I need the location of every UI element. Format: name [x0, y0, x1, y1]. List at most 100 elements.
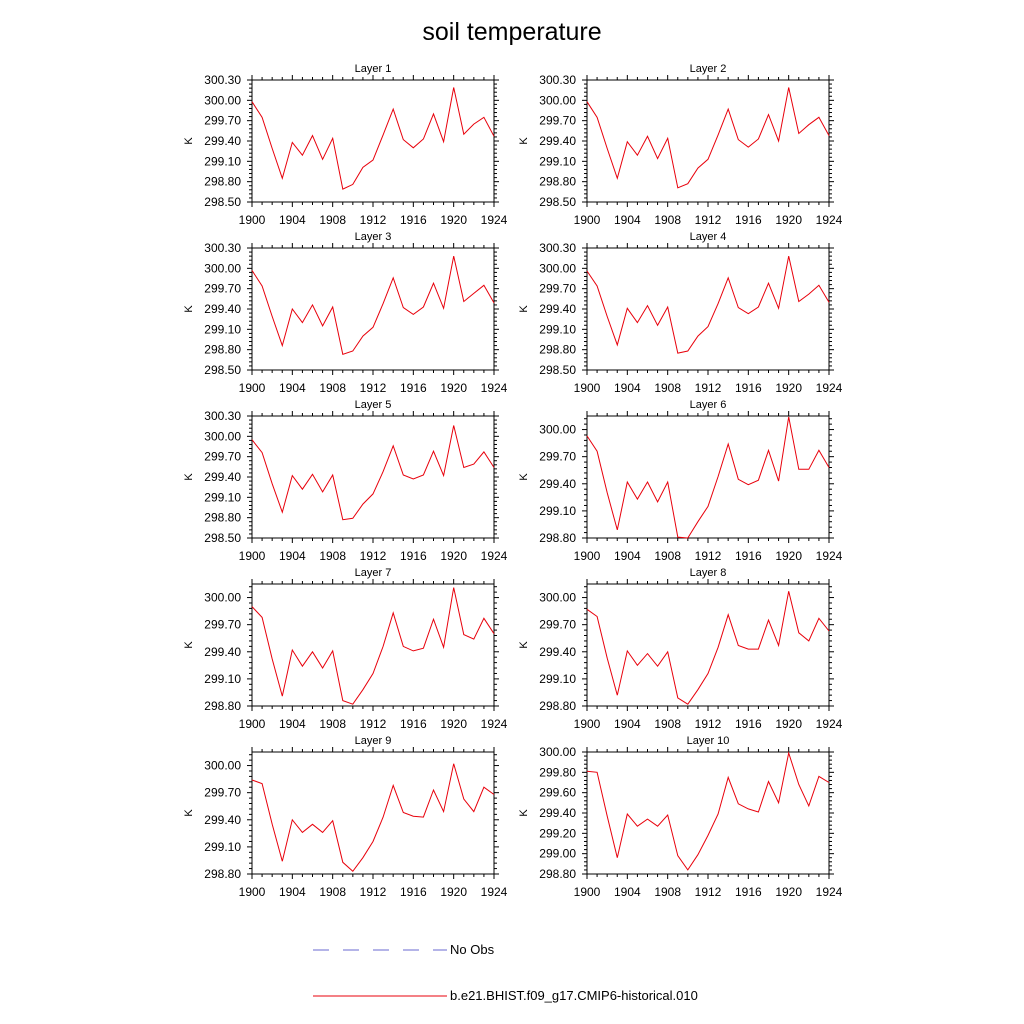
x-tick-label: 1900 — [239, 885, 266, 899]
x-tick-label: 1924 — [481, 717, 508, 731]
series-line — [586, 591, 830, 705]
series-line — [251, 425, 495, 521]
y-tick-label: 299.70 — [204, 282, 241, 296]
y-tick-label: 300.30 — [204, 73, 241, 87]
y-tick-label: 299.00 — [539, 847, 576, 861]
y-tick-label: 299.40 — [539, 645, 576, 659]
x-tick-label: 1924 — [816, 717, 843, 731]
y-tick-label: 298.80 — [204, 175, 241, 189]
x-tick-label: 1908 — [319, 549, 346, 563]
y-tick-label: 299.40 — [204, 302, 241, 316]
x-tick-label: 1916 — [735, 885, 762, 899]
panel-title: Layer 2 — [690, 63, 727, 75]
panel-title: Layer 9 — [355, 735, 392, 747]
x-tick-label: 1908 — [319, 885, 346, 899]
y-tick-label: 300.30 — [539, 73, 576, 87]
y-tick-label: 298.80 — [539, 699, 576, 713]
x-tick-label: 1924 — [481, 213, 508, 227]
panel-title: Layer 7 — [355, 567, 392, 579]
y-tick-label: 299.60 — [539, 786, 576, 800]
x-tick-label: 1924 — [816, 885, 843, 899]
x-tick-label: 1920 — [440, 549, 467, 563]
y-tick-label: 298.80 — [539, 175, 576, 189]
panel-title: Layer 8 — [690, 567, 727, 579]
plot-frame — [586, 79, 830, 203]
y-tick-label: 299.40 — [204, 134, 241, 148]
panel-5: Layer 5 K 298.50 298.80 299.10 299.40 299.70 30… — [183, 399, 508, 563]
y-tick-label: 299.10 — [539, 504, 576, 518]
panel-10: Layer 10 K 298.80 299.00 299.20 299.40 299.60 2… — [518, 735, 843, 899]
y-axis-label: K — [518, 305, 530, 313]
plot-frame — [586, 583, 830, 707]
y-tick-label: 300.00 — [204, 429, 241, 443]
series-line — [251, 587, 495, 705]
panels: Layer 1 K 298.50 298.80 299.10 299.40 299.70 30… — [183, 63, 843, 899]
x-tick-label: 1916 — [400, 885, 427, 899]
y-axis-label: K — [183, 305, 195, 313]
y-tick-label: 300.00 — [204, 591, 241, 605]
y-tick-label: 299.10 — [204, 672, 241, 686]
y-tick-label: 298.80 — [539, 867, 576, 881]
x-tick-label: 1916 — [400, 381, 427, 395]
x-tick-label: 1916 — [735, 717, 762, 731]
x-tick-label: 1916 — [400, 549, 427, 563]
y-tick-label: 299.20 — [539, 826, 576, 840]
x-tick-label: 1912 — [360, 381, 387, 395]
x-tick-label: 1912 — [695, 213, 722, 227]
x-tick-label: 1904 — [614, 381, 641, 395]
x-tick-label: 1920 — [440, 213, 467, 227]
x-tick-label: 1920 — [775, 213, 802, 227]
y-tick-label: 299.70 — [204, 618, 241, 632]
y-axis-label: K — [518, 809, 530, 817]
series-line — [251, 87, 495, 190]
panel-6: Layer 6 K 298.80 299.10 299.40 299.70 300.00 19… — [518, 399, 843, 563]
x-tick-label: 1908 — [654, 885, 681, 899]
x-tick-label: 1920 — [440, 381, 467, 395]
x-tick-label: 1920 — [440, 717, 467, 731]
x-tick-label: 1912 — [360, 885, 387, 899]
y-tick-label: 299.40 — [539, 806, 576, 820]
panel-title: Layer 10 — [687, 735, 730, 747]
y-tick-label: 299.10 — [539, 322, 576, 336]
y-axis-label: K — [518, 137, 530, 145]
y-tick-label: 300.00 — [539, 423, 576, 437]
panel-8: Layer 8 K 298.80 299.10 299.40 299.70 300.00 19… — [518, 567, 843, 731]
y-tick-label: 299.40 — [204, 813, 241, 827]
y-tick-label: 299.40 — [204, 645, 241, 659]
x-tick-label: 1900 — [239, 549, 266, 563]
y-tick-label: 300.00 — [539, 93, 576, 107]
y-tick-label: 299.10 — [539, 154, 576, 168]
panel-title: Layer 1 — [355, 63, 392, 75]
x-tick-label: 1924 — [481, 549, 508, 563]
x-tick-label: 1904 — [279, 717, 306, 731]
y-tick-label: 300.30 — [204, 241, 241, 255]
panel-title: Layer 5 — [355, 399, 392, 411]
y-tick-label: 298.80 — [204, 867, 241, 881]
x-tick-label: 1908 — [319, 213, 346, 227]
y-tick-label: 298.80 — [204, 511, 241, 525]
y-tick-label: 299.70 — [539, 282, 576, 296]
series-line — [586, 751, 830, 871]
x-tick-label: 1904 — [614, 213, 641, 227]
y-tick-label: 300.00 — [539, 745, 576, 759]
plot-frame — [251, 79, 495, 203]
y-tick-label: 298.80 — [539, 343, 576, 357]
y-tick-label: 299.70 — [204, 450, 241, 464]
panel-3: Layer 3 K 298.50 298.80 299.10 299.40 299.70 30… — [183, 231, 508, 395]
legend: No Obs b.e21.BHIST.f09_g17.CMIP6-histori… — [313, 942, 698, 1003]
series-line — [251, 763, 495, 873]
x-tick-label: 1916 — [400, 213, 427, 227]
y-tick-label: 300.00 — [204, 759, 241, 773]
y-axis-label: K — [183, 137, 195, 145]
y-axis-label: K — [518, 641, 530, 649]
x-tick-label: 1908 — [654, 381, 681, 395]
x-tick-label: 1916 — [735, 213, 762, 227]
y-tick-label: 300.00 — [539, 261, 576, 275]
x-tick-label: 1900 — [574, 381, 601, 395]
x-tick-label: 1924 — [481, 885, 508, 899]
y-tick-label: 298.80 — [204, 343, 241, 357]
y-tick-label: 298.80 — [204, 699, 241, 713]
plot-frame — [251, 751, 495, 875]
x-tick-label: 1920 — [440, 885, 467, 899]
